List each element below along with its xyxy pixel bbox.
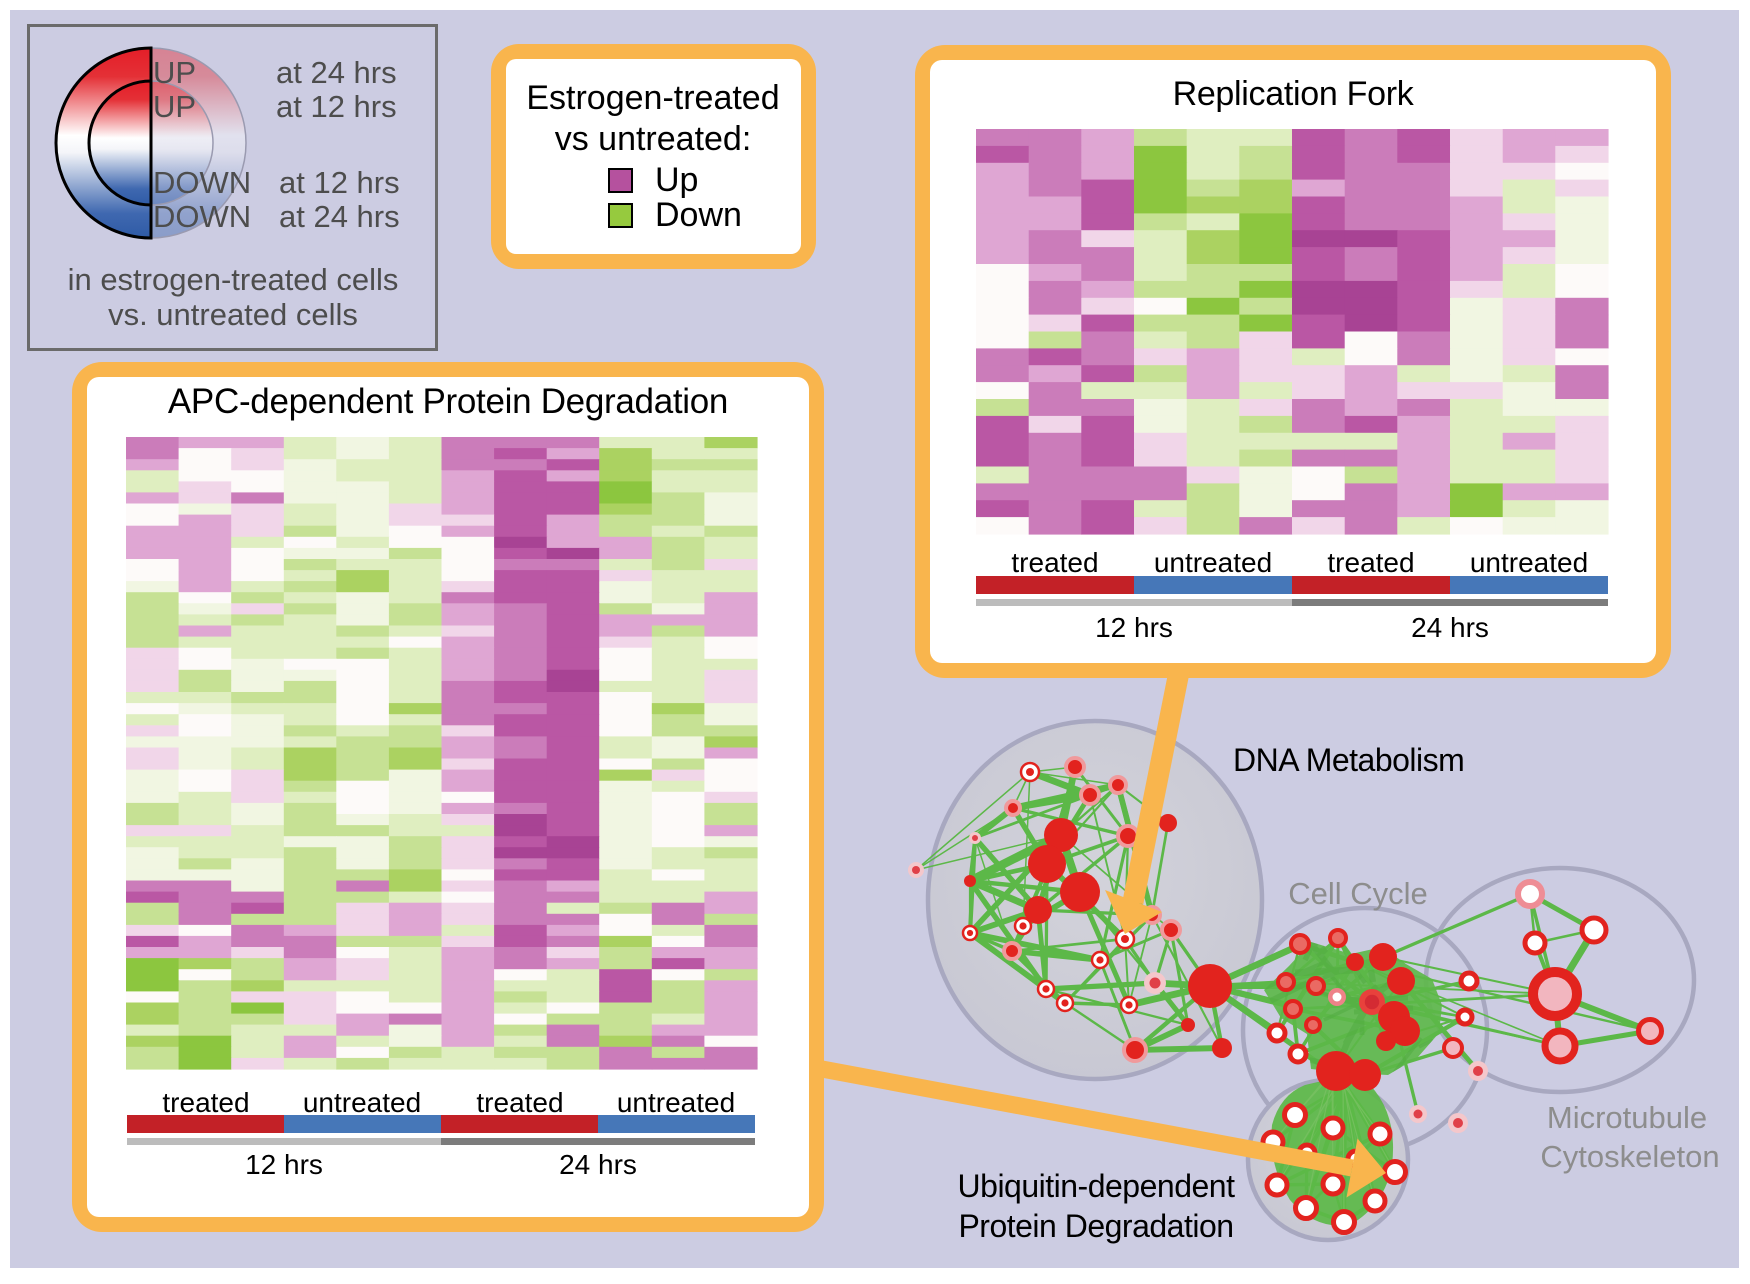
svg-text:vs. untreated cells: vs. untreated cells	[108, 297, 358, 332]
svg-text:APC-dependent Protein Degradat: APC-dependent Protein Degradation	[168, 382, 728, 421]
svg-text:untreated: untreated	[1470, 547, 1588, 578]
svg-text:12 hrs: 12 hrs	[1095, 612, 1173, 643]
svg-text:24 hrs: 24 hrs	[559, 1149, 637, 1180]
svg-text:treated: treated	[162, 1087, 249, 1118]
svg-text:DOWN: DOWN	[153, 199, 251, 234]
svg-text:Down: Down	[655, 196, 742, 234]
svg-text:at 24 hrs: at 24 hrs	[279, 199, 400, 234]
svg-text:in estrogen-treated cells: in estrogen-treated cells	[68, 262, 399, 297]
svg-text:treated: treated	[476, 1087, 563, 1118]
svg-text:UP: UP	[153, 89, 196, 124]
svg-text:at 12 hrs: at 12 hrs	[279, 165, 400, 200]
svg-text:DOWN: DOWN	[153, 165, 251, 200]
svg-text:Protein Degradation: Protein Degradation	[958, 1208, 1233, 1244]
svg-text:Cytoskeleton: Cytoskeleton	[1540, 1139, 1719, 1174]
svg-text:untreated: untreated	[1154, 547, 1272, 578]
svg-text:Estrogen-treated: Estrogen-treated	[526, 79, 779, 117]
svg-text:DNA Metabolism: DNA Metabolism	[1233, 742, 1464, 778]
svg-text:untreated: untreated	[617, 1087, 735, 1118]
svg-text:Cell Cycle: Cell Cycle	[1288, 876, 1428, 911]
svg-text:24 hrs: 24 hrs	[1411, 612, 1489, 643]
svg-text:Up: Up	[655, 161, 698, 199]
svg-text:UP: UP	[153, 55, 196, 90]
svg-text:untreated: untreated	[303, 1087, 421, 1118]
svg-text:12 hrs: 12 hrs	[245, 1149, 323, 1180]
svg-text:vs untreated:: vs untreated:	[555, 120, 752, 158]
svg-text:Microtubule: Microtubule	[1547, 1100, 1707, 1135]
svg-text:treated: treated	[1327, 547, 1414, 578]
svg-text:at 24 hrs: at 24 hrs	[276, 55, 397, 90]
svg-text:Replication Fork: Replication Fork	[1173, 75, 1415, 113]
svg-text:Ubiquitin-dependent: Ubiquitin-dependent	[958, 1168, 1236, 1204]
svg-text:treated: treated	[1011, 547, 1098, 578]
svg-text:at 12 hrs: at 12 hrs	[276, 89, 397, 124]
